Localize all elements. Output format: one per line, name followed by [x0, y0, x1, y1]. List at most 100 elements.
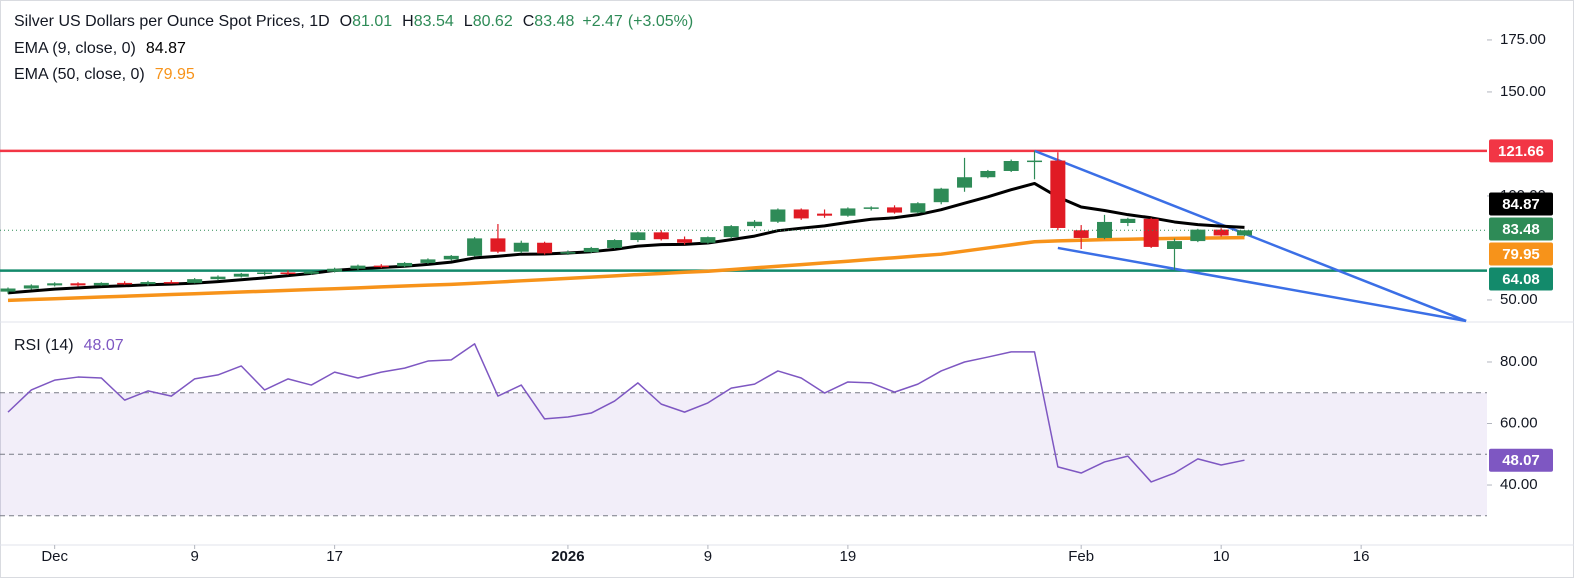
- plot-layer: [0, 149, 1487, 483]
- price-badge: [1489, 217, 1553, 241]
- candle-body: [723, 226, 739, 238]
- candle-body: [490, 238, 506, 252]
- candle-body: [1236, 230, 1252, 236]
- candle-body: [630, 232, 646, 241]
- candle-body: [1050, 160, 1066, 228]
- legend-item: H: [402, 13, 414, 30]
- label-layer: 121.66 84.87 83.48 79.95 64.08 48.07 Silver US…: [14, 13, 1553, 472]
- rsi-line: [7, 343, 1245, 483]
- price-badge-label: 83.48: [1502, 221, 1540, 238]
- candle-body: [443, 255, 459, 260]
- candle-body: [1190, 229, 1206, 242]
- legend: EMA (50, close, 0) 79.95: [14, 66, 195, 83]
- candle-body: [933, 188, 949, 203]
- x-tick-label: 2026: [551, 548, 584, 565]
- candle-body: [537, 242, 553, 254]
- y-tick-label: 50.00: [1500, 291, 1538, 308]
- candle-body: [1167, 241, 1182, 249]
- candle-body: [47, 283, 63, 286]
- candle-body: [303, 271, 319, 274]
- candle-body: [117, 282, 133, 285]
- x-tick-label: Dec: [41, 548, 68, 565]
- candle-body: [863, 207, 879, 209]
- candle-body: [397, 262, 413, 267]
- candle-body: [1027, 160, 1043, 163]
- ema-line: [7, 235, 1245, 303]
- price-badge-label: 79.95: [1502, 246, 1540, 263]
- candle-body: [187, 279, 203, 283]
- candle-body: [817, 213, 833, 216]
- price-badge-label: 64.08: [1502, 271, 1540, 288]
- candle-body: [1120, 218, 1136, 223]
- candle-body: [910, 203, 926, 213]
- candle-body: [747, 221, 763, 227]
- trendline: [1034, 149, 1467, 323]
- candle-body: [887, 207, 903, 213]
- x-tick-label: 19: [840, 548, 857, 565]
- y-tick-label: 150.00: [1500, 83, 1546, 100]
- candle-body: [467, 238, 483, 256]
- candle-body: [677, 239, 693, 243]
- price-badge: [1489, 267, 1553, 291]
- candle-body: [257, 272, 273, 274]
- x-tick-label: 9: [190, 548, 198, 565]
- candle-body: [327, 268, 343, 272]
- x-tick-label: 16: [1353, 548, 1370, 565]
- candle-body: [793, 209, 809, 219]
- legend-item: EMA (50, close, 0): [14, 66, 145, 83]
- candle-body: [513, 242, 529, 252]
- candle-body: [583, 247, 599, 253]
- candle-body: [1213, 229, 1229, 236]
- candle-body: [70, 283, 86, 286]
- candle-body: [0, 288, 16, 292]
- legend-item: 83.48: [534, 13, 574, 30]
- legend-item: 83.54: [414, 13, 454, 30]
- legend-item: 81.01: [352, 13, 392, 30]
- candle-body: [210, 276, 226, 280]
- candle-body: [700, 237, 716, 243]
- y-tick-label: 175.00: [1500, 31, 1546, 48]
- candle-body: [1143, 218, 1159, 247]
- legend-item: 79.95: [155, 66, 195, 83]
- candle-body: [980, 170, 996, 178]
- candle-body: [23, 285, 39, 289]
- x-tick-label: 10: [1213, 548, 1230, 565]
- legend: EMA (9, close, 0) 84.87: [14, 40, 186, 57]
- price-badge: [1489, 139, 1553, 163]
- candle-body: [1003, 161, 1019, 171]
- trendline: [1057, 246, 1467, 323]
- candle-body: [607, 240, 623, 248]
- legend-item: Silver US Dollars per Ounce Spot Prices,…: [14, 13, 330, 30]
- price-badge: [1489, 448, 1553, 472]
- legend-item: +2.47: [582, 13, 623, 30]
- candle-body: [560, 252, 576, 254]
- legend-item: EMA (9, close, 0): [14, 40, 136, 57]
- y-tick-label: 60.00: [1500, 414, 1538, 431]
- candle-body: [163, 282, 179, 284]
- candle-body: [140, 282, 156, 285]
- legend-item: (+3.05%): [628, 13, 693, 30]
- legend-item: 84.87: [146, 40, 186, 57]
- legend-item: L: [464, 13, 473, 30]
- legend-item: 48.07: [84, 337, 124, 354]
- x-tick-label: Feb: [1068, 548, 1094, 565]
- candle-body: [957, 177, 973, 188]
- candle-body: [350, 265, 366, 269]
- price-badge-label: 48.07: [1502, 452, 1540, 469]
- legend-item: C: [523, 13, 535, 30]
- price-badge-label: 84.87: [1502, 196, 1540, 213]
- candle-body: [233, 273, 249, 277]
- legend-item: 80.62: [473, 13, 513, 30]
- candle-body: [420, 259, 436, 263]
- candle-body: [93, 282, 109, 286]
- x-tick-label: 9: [704, 548, 712, 565]
- legend: Silver US Dollars per Ounce Spot Prices,…: [14, 13, 693, 30]
- price-badge-label: 121.66: [1498, 143, 1544, 160]
- y-tick-label: 40.00: [1500, 476, 1538, 493]
- candle-body: [653, 232, 669, 240]
- candle-body: [770, 209, 786, 222]
- candle-body: [840, 208, 856, 216]
- x-tick-label: 17: [326, 548, 343, 565]
- legend-item: RSI (14): [14, 337, 74, 354]
